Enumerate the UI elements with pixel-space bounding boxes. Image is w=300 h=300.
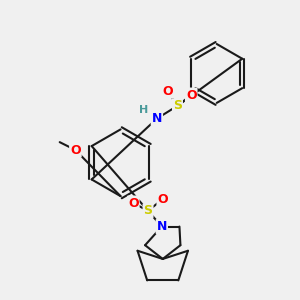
Text: S: S (173, 99, 182, 112)
Text: S: S (143, 204, 152, 218)
Text: O: O (128, 196, 139, 209)
Text: O: O (186, 88, 196, 101)
Text: H: H (140, 105, 149, 115)
Text: O: O (70, 143, 81, 157)
Text: N: N (152, 112, 162, 125)
Text: N: N (157, 220, 167, 233)
Text: O: O (162, 85, 173, 98)
Text: O: O (158, 193, 168, 206)
